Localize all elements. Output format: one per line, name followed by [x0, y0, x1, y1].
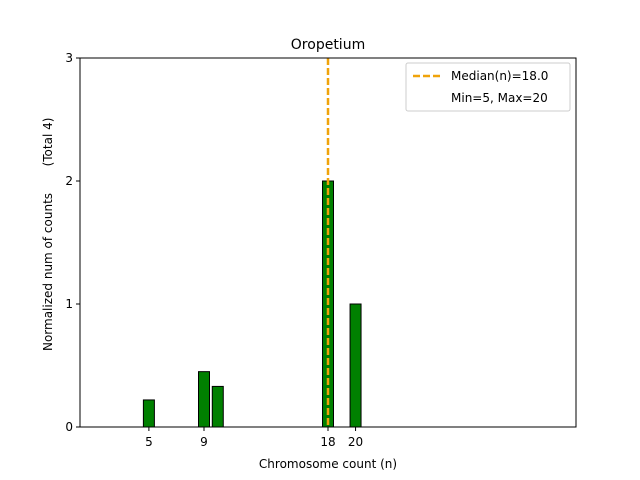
legend-median-label: Median(n)=18.0: [451, 69, 548, 83]
x-tick-label-3: 20: [348, 435, 363, 449]
bar-1: [198, 371, 210, 428]
x-tick-label-0: 5: [145, 435, 153, 449]
y-tick-label-3: 3: [65, 51, 73, 65]
bar-0: [142, 399, 155, 428]
y-tick-label-1: 1: [65, 297, 73, 311]
x-axis-label: Chromosome count (n): [259, 457, 397, 471]
legend-box: [405, 62, 571, 112]
legend-range-label: Min=5, Max=20: [451, 91, 548, 105]
y-tick-label-0: 0: [65, 420, 73, 434]
y-axis-label: Normalized num of counts: [41, 193, 55, 351]
chart-title: Oropetium: [291, 37, 365, 53]
bar-2: [211, 385, 224, 428]
x-axis-ticks: 5 9 18 20: [145, 427, 363, 449]
y-axis-label-total: (Total 4): [41, 118, 55, 167]
x-tick-label-1: 9: [200, 435, 208, 449]
legend: Median(n)=18.0 Min=5, Max=20: [405, 62, 571, 112]
bar-4: [349, 303, 362, 428]
y-tick-label-2: 2: [65, 174, 73, 188]
x-tick-label-2: 18: [320, 435, 335, 449]
y-axis-ticks: 0 1 2 3: [65, 51, 80, 434]
